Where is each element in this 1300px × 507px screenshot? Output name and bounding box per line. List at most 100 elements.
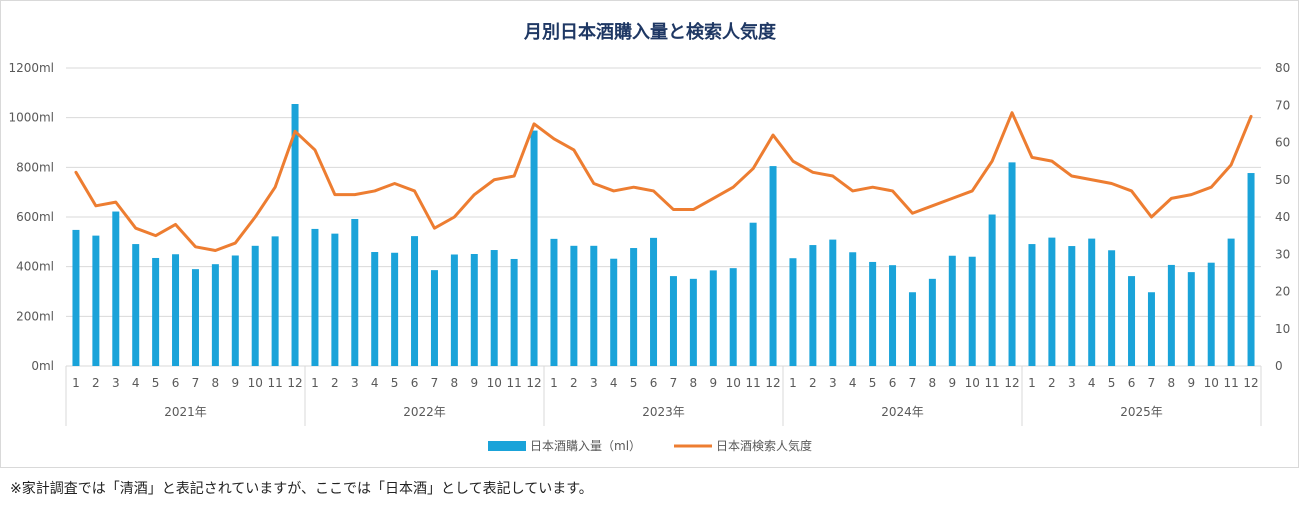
x-month-label: 1	[72, 376, 80, 390]
legend-label-line: 日本酒検索人気度	[716, 438, 812, 453]
bar	[1187, 272, 1195, 366]
x-month-label: 10	[965, 376, 980, 390]
x-month-label: 10	[1204, 376, 1219, 390]
x-month-label: 6	[1128, 376, 1136, 390]
bar	[231, 255, 239, 366]
x-month-label: 8	[929, 376, 937, 390]
x-month-label: 7	[192, 376, 200, 390]
y-left-tick-label: 400ml	[16, 260, 54, 274]
x-month-label: 5	[1108, 376, 1116, 390]
x-month-label: 7	[1148, 376, 1156, 390]
x-year-label: 2024年	[881, 405, 924, 419]
bar	[470, 254, 478, 366]
legend-swatch-bars	[488, 441, 526, 451]
bar	[1147, 292, 1155, 366]
x-month-label: 12	[287, 376, 302, 390]
bar	[530, 130, 538, 366]
bar	[570, 245, 578, 366]
y-right-tick-label: 50	[1275, 173, 1290, 187]
bar	[1247, 173, 1255, 366]
y-right-tick-label: 60	[1275, 136, 1290, 150]
bar	[351, 218, 359, 366]
x-month-label: 1	[1028, 376, 1036, 390]
chart-plot: 0ml 200ml 400ml 600ml 800ml 1000ml 1200ml 0 10 20…	[8, 61, 1290, 453]
bar	[371, 252, 379, 366]
bar	[72, 229, 80, 366]
x-month-label: 5	[630, 376, 638, 390]
bar	[749, 222, 757, 366]
bar	[152, 257, 160, 366]
x-month-label: 9	[470, 376, 478, 390]
x-month-label: 12	[1243, 376, 1258, 390]
bar	[689, 278, 697, 366]
bar	[1088, 238, 1096, 366]
bar	[1128, 276, 1136, 366]
bar	[490, 250, 498, 366]
bar	[889, 265, 897, 366]
x-year-label: 2025年	[1120, 405, 1163, 419]
x-month-label: 3	[351, 376, 359, 390]
bar	[988, 214, 996, 366]
bar	[769, 166, 777, 366]
x-month-label: 10	[248, 376, 263, 390]
x-month-label: 4	[610, 376, 618, 390]
x-month-label: 11	[1223, 376, 1238, 390]
y-right-tick-label: 40	[1275, 210, 1290, 224]
x-month-label: 5	[391, 376, 399, 390]
x-month-label: 1	[311, 376, 319, 390]
x-month-label: 7	[670, 376, 678, 390]
bar	[331, 233, 339, 366]
x-month-label: 2	[331, 376, 339, 390]
bar	[1207, 262, 1215, 366]
x-month-label: 8	[1168, 376, 1176, 390]
x-month-label: 11	[267, 376, 282, 390]
y-right-tick-label: 0	[1275, 359, 1283, 373]
y-left-tick-label: 1000ml	[8, 111, 54, 125]
bar	[669, 276, 677, 366]
x-month-label: 1	[789, 376, 797, 390]
y-right-tick-label: 30	[1275, 247, 1290, 261]
bar	[132, 244, 140, 366]
bar	[211, 264, 219, 366]
bar	[1048, 237, 1056, 366]
bar	[809, 245, 817, 366]
x-month-label: 6	[411, 376, 419, 390]
bar	[510, 258, 518, 366]
bar	[391, 252, 399, 366]
bar	[928, 278, 936, 366]
x-month-label: 8	[212, 376, 220, 390]
x-month-label: 3	[1068, 376, 1076, 390]
y-right-tick-label: 70	[1275, 98, 1290, 112]
bar	[1008, 162, 1016, 366]
bar	[829, 239, 837, 366]
x-month-label: 10	[487, 376, 502, 390]
bar	[112, 211, 120, 366]
chart-frame	[0, 0, 1299, 468]
bar	[709, 270, 717, 366]
legend-label-bars: 日本酒購入量（ml）	[530, 439, 641, 453]
chart-title: 月別日本酒購入量と検索人気度	[524, 22, 776, 43]
x-month-label: 2	[92, 376, 100, 390]
x-month-label: 7	[431, 376, 439, 390]
bar	[1227, 238, 1235, 366]
bar	[590, 245, 598, 366]
x-month-label: 4	[371, 376, 379, 390]
x-month-label: 9	[948, 376, 956, 390]
bar	[311, 228, 319, 366]
bar	[550, 238, 558, 366]
x-year-label: 2023年	[642, 405, 685, 419]
bar	[729, 268, 737, 366]
bar	[1108, 250, 1116, 366]
x-month-label: 3	[112, 376, 120, 390]
x-month-label: 9	[1187, 376, 1195, 390]
x-month-label: 7	[909, 376, 917, 390]
y-right-tick-label: 10	[1275, 322, 1290, 336]
x-month-label: 5	[869, 376, 877, 390]
x-month-label: 6	[650, 376, 658, 390]
bar	[968, 256, 976, 366]
x-year-label: 2022年	[403, 405, 446, 419]
y-left-tick-label: 1200ml	[8, 61, 54, 75]
bar	[1068, 246, 1076, 366]
bar	[191, 269, 199, 366]
bar	[1028, 244, 1036, 366]
